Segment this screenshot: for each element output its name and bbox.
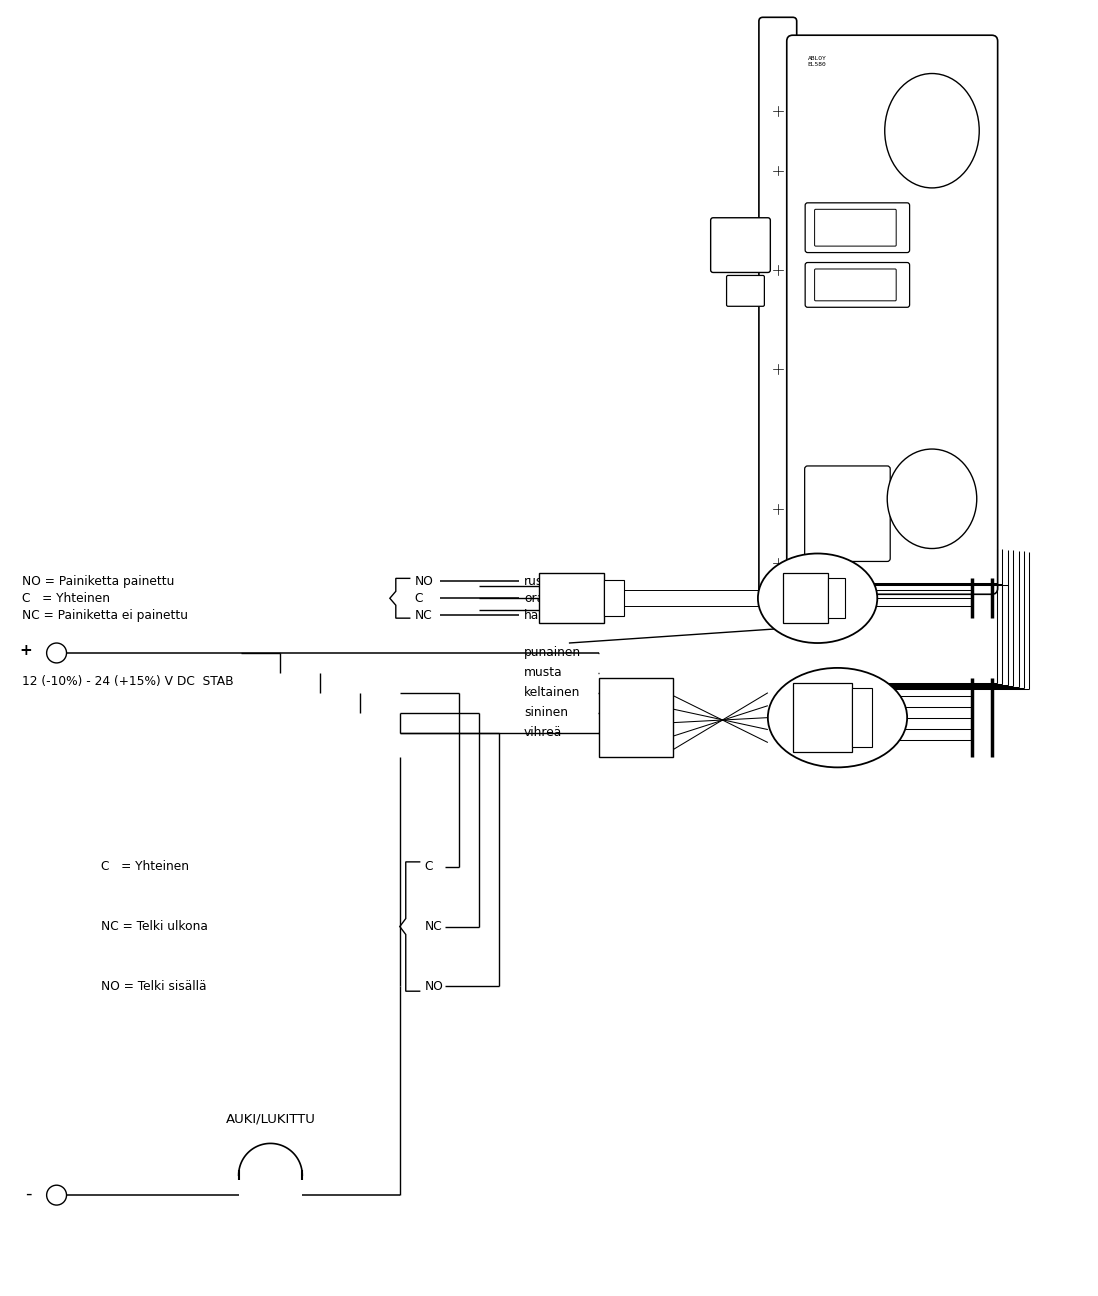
Text: NO: NO [415, 575, 434, 588]
Circle shape [915, 114, 949, 148]
Circle shape [896, 463, 967, 534]
Ellipse shape [758, 553, 877, 643]
Text: -: - [25, 1185, 32, 1203]
Text: ABLOY
EL580: ABLOY EL580 [808, 56, 827, 67]
Text: AUKI/LUKITTU: AUKI/LUKITTU [225, 1112, 315, 1125]
Circle shape [890, 89, 974, 172]
Circle shape [925, 123, 940, 139]
Bar [828, 578, 845, 618]
Circle shape [769, 260, 787, 279]
Bar [793, 683, 852, 753]
Text: harmaa: harmaa [524, 609, 571, 622]
Bar [604, 581, 624, 616]
Text: NC = Painiketta ei painettu: NC = Painiketta ei painettu [22, 609, 188, 622]
Circle shape [46, 1185, 67, 1205]
Text: oranssi: oranssi [524, 592, 569, 605]
Text: ruskea: ruskea [524, 575, 565, 588]
Text: NC = Telki ulkona: NC = Telki ulkona [101, 920, 209, 933]
Text: vihreä: vihreä [524, 726, 562, 739]
Circle shape [769, 162, 787, 179]
Text: NC: NC [415, 609, 433, 622]
Circle shape [769, 102, 787, 119]
Circle shape [925, 491, 939, 505]
Text: NO = Telki sisällä: NO = Telki sisällä [101, 980, 206, 993]
Circle shape [765, 34, 791, 60]
FancyBboxPatch shape [805, 467, 890, 561]
Bar [539, 573, 604, 623]
Circle shape [769, 555, 787, 573]
FancyBboxPatch shape [710, 218, 771, 272]
Text: NC: NC [425, 920, 442, 933]
Circle shape [872, 280, 883, 290]
Text: C   = Yhteinen: C = Yhteinen [101, 861, 189, 874]
FancyBboxPatch shape [805, 263, 909, 307]
Text: keltainen: keltainen [524, 687, 581, 700]
Circle shape [46, 643, 67, 664]
Circle shape [872, 222, 883, 233]
Circle shape [904, 102, 960, 158]
Circle shape [908, 474, 956, 522]
FancyBboxPatch shape [727, 276, 764, 306]
Text: sininen: sininen [524, 706, 568, 719]
Circle shape [769, 360, 787, 378]
FancyBboxPatch shape [815, 270, 896, 301]
Circle shape [918, 485, 945, 513]
Circle shape [769, 500, 787, 517]
FancyBboxPatch shape [815, 209, 896, 246]
FancyBboxPatch shape [759, 17, 797, 603]
Bar [598, 678, 673, 757]
Ellipse shape [885, 74, 979, 188]
Text: C: C [415, 592, 423, 605]
Text: musta: musta [524, 666, 563, 679]
FancyBboxPatch shape [787, 35, 998, 595]
Text: +: + [19, 644, 32, 658]
Text: NO: NO [425, 980, 444, 993]
Text: C: C [425, 861, 433, 874]
FancyBboxPatch shape [805, 203, 909, 253]
Text: punainen: punainen [524, 647, 581, 660]
Ellipse shape [768, 667, 907, 767]
Bar [852, 688, 872, 748]
Bar [783, 573, 828, 623]
Text: C   = Yhteinen: C = Yhteinen [22, 592, 110, 605]
Ellipse shape [887, 448, 977, 548]
Text: NO = Painiketta painettu: NO = Painiketta painettu [22, 575, 175, 588]
Circle shape [772, 40, 783, 52]
Text: 12 (-10%) - 24 (+15%) V DC  STAB: 12 (-10%) - 24 (+15%) V DC STAB [22, 675, 234, 688]
